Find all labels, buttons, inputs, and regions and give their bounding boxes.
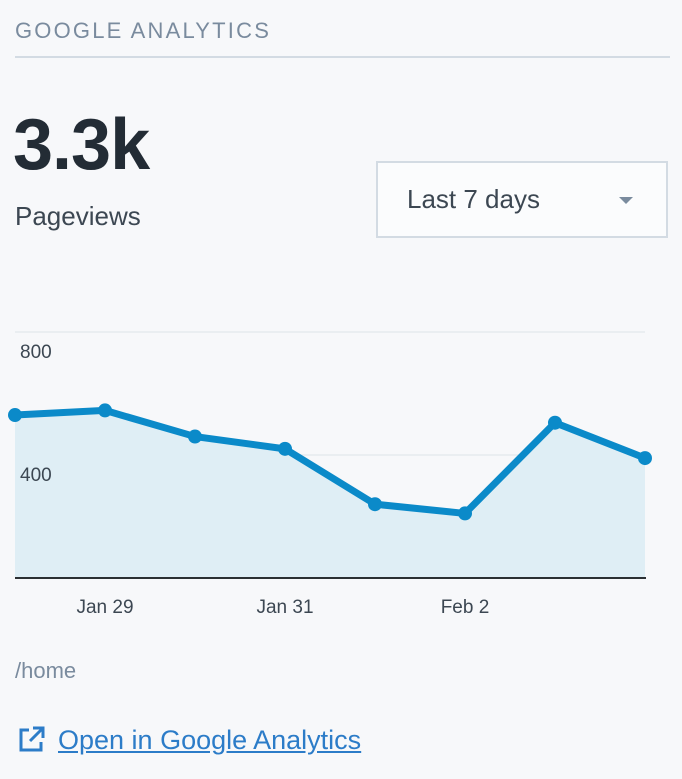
chart-area-fill bbox=[15, 410, 645, 578]
pageviews-chart: 400 800 Jan 29 Jan 31 Feb 2 bbox=[8, 331, 652, 618]
chart-series-line bbox=[14, 406, 647, 517]
chart-data-point bbox=[458, 506, 472, 521]
external-link-icon bbox=[19, 726, 45, 752]
chart-data-point bbox=[638, 451, 652, 466]
pageviews-label: Pageviews bbox=[15, 201, 141, 231]
caret-down-icon bbox=[619, 197, 633, 204]
chart-y-tick-label: 400 bbox=[20, 465, 52, 486]
chart-data-point bbox=[278, 441, 292, 456]
date-range-select[interactable]: Last 7 days bbox=[376, 161, 668, 238]
open-in-analytics-link[interactable]: Open in Google Analytics bbox=[15, 724, 361, 756]
chart-data-point bbox=[188, 429, 202, 444]
chart-data-point bbox=[548, 415, 562, 430]
chart-y-tick-label: 800 bbox=[20, 342, 52, 363]
page-path: /home bbox=[15, 658, 77, 683]
date-range-selected: Last 7 days bbox=[407, 184, 540, 214]
pageviews-value: 3.3k bbox=[13, 105, 150, 185]
chart-data-point bbox=[368, 497, 382, 512]
widget-title: GOOGLE ANALYTICS bbox=[15, 18, 670, 58]
chart-x-tick-label: Feb 2 bbox=[441, 597, 490, 618]
chart-x-tick-label: Jan 29 bbox=[76, 597, 133, 618]
chart-data-point bbox=[98, 403, 112, 418]
open-in-analytics-text: Open in Google Analytics bbox=[58, 724, 362, 755]
chart-x-tick-label: Jan 31 bbox=[256, 597, 313, 618]
chart-data-point bbox=[8, 408, 22, 423]
